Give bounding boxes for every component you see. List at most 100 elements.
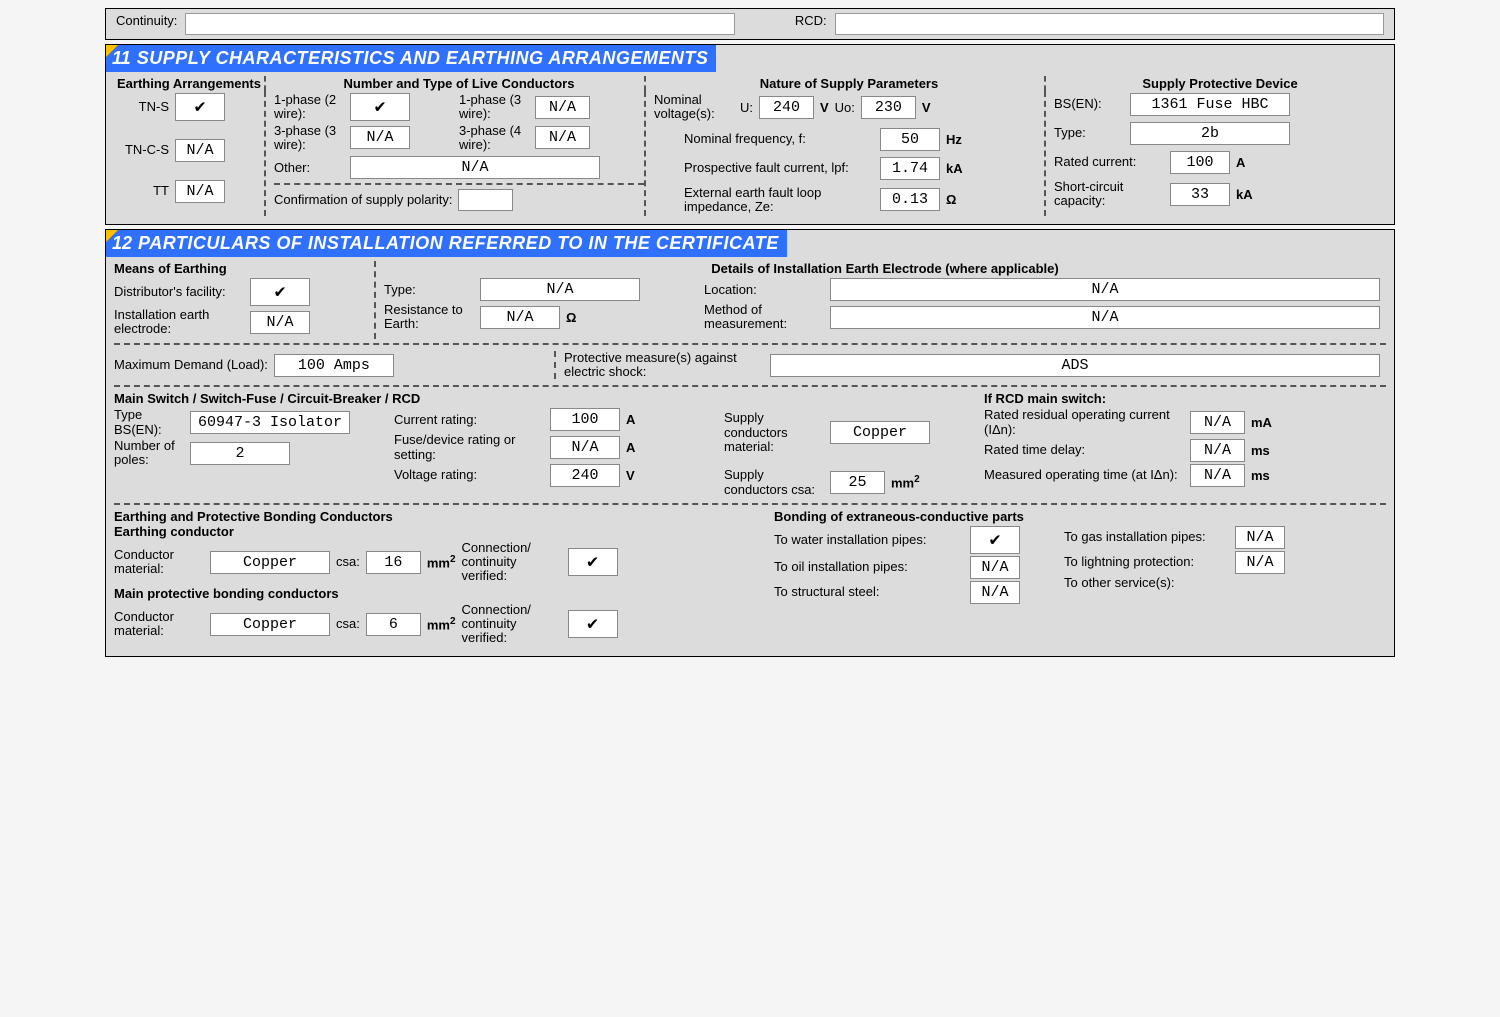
top-row: Continuity: RCD: [105, 8, 1395, 40]
continuity-field[interactable] [185, 13, 734, 35]
p3-4w-label: 3-phase (4 wire): [459, 124, 529, 153]
steel-field[interactable]: N/A [970, 581, 1020, 604]
pfc-field[interactable]: 1.74 [880, 157, 940, 180]
confirm-polarity-field[interactable] [458, 189, 513, 211]
mainswitch-header: Main Switch / Switch-Fuse / Circuit-Brea… [114, 391, 724, 406]
bsen-label: BS(EN): [1054, 97, 1124, 111]
tns-field[interactable] [175, 93, 225, 121]
rcd-header: If RCD main switch: [984, 391, 1386, 406]
lightning-field[interactable]: N/A [1235, 551, 1285, 574]
etype-field[interactable]: N/A [480, 278, 640, 301]
inst-label: Installation earth electrode: [114, 308, 244, 337]
oil-field[interactable]: N/A [970, 556, 1020, 579]
p1-2w-field[interactable] [350, 93, 410, 121]
earth-csa-label: csa: [336, 555, 360, 569]
dist-field[interactable] [250, 278, 310, 306]
earth-mat-field[interactable]: Copper [210, 551, 330, 574]
main-csa-label: csa: [336, 617, 360, 631]
main-prot-header: Main protective bonding conductors [114, 586, 774, 601]
etype-label: Type: [384, 283, 474, 297]
section-11-num: 11 [106, 45, 137, 72]
tncs-field[interactable]: N/A [175, 139, 225, 162]
fuse-unit: A [626, 440, 635, 455]
main-verified-field[interactable] [568, 610, 618, 638]
mstype-label: Type BS(EN): [114, 408, 184, 437]
tncs-label: TN-C-S [114, 143, 169, 157]
earth-mat-label: Conductor material: [114, 548, 204, 577]
tt-label: TT [114, 184, 169, 198]
residual-field[interactable]: N/A [1190, 411, 1245, 434]
res-field[interactable]: N/A [480, 306, 560, 329]
means-header: Means of Earthing [114, 261, 374, 276]
section-12-title: PARTICULARS OF INSTALLATION REFERRED TO … [138, 230, 787, 257]
voltage-label: Nominal voltage(s): [654, 93, 734, 122]
fuse-field[interactable]: N/A [550, 436, 620, 459]
bsen-field[interactable]: 1361 Fuse HBC [1130, 93, 1290, 116]
tt-field[interactable]: N/A [175, 180, 225, 203]
sc-label: Short-circuit capacity: [1054, 180, 1164, 209]
earth-verified-field[interactable] [568, 548, 618, 576]
protective-label: Protective measure(s) against electric s… [564, 351, 764, 380]
current-field[interactable]: 100 [550, 408, 620, 431]
type-label: Type: [1054, 126, 1124, 140]
gas-label: To gas installation pipes: [1064, 530, 1229, 544]
rated-label: Rated current: [1054, 155, 1164, 169]
rcd-field[interactable] [835, 13, 1384, 35]
loc-field[interactable]: N/A [830, 278, 1380, 301]
residual-label: Rated residual operating current (IΔn): [984, 408, 1184, 437]
res-label: Resistance to Earth: [384, 303, 474, 332]
other-field[interactable]: N/A [350, 156, 600, 179]
electrode-header: Details of Installation Earth Electrode … [384, 261, 1386, 276]
demand-field[interactable]: 100 Amps [274, 354, 394, 377]
ze-label: External earth fault loop impedance, Ze: [654, 186, 874, 215]
p1-3w-field[interactable]: N/A [535, 96, 590, 119]
poles-field[interactable]: 2 [190, 442, 290, 465]
method-field[interactable]: N/A [830, 306, 1380, 329]
main-mat-field[interactable]: Copper [210, 613, 330, 636]
u-field[interactable]: 240 [759, 96, 814, 119]
steel-label: To structural steel: [774, 585, 964, 599]
u-label: U: [740, 100, 753, 115]
earth-csa-field[interactable]: 16 [366, 551, 421, 574]
mstype-field[interactable]: 60947-3 Isolator [190, 411, 350, 434]
optime-field[interactable]: N/A [1190, 464, 1245, 487]
current-label: Current rating: [394, 413, 544, 427]
gas-field[interactable]: N/A [1235, 526, 1285, 549]
optime-unit: ms [1251, 468, 1270, 483]
pfc-unit: kA [946, 161, 963, 176]
mvoltage-unit: V [626, 468, 635, 483]
tns-label: TN-S [114, 100, 169, 114]
supply-mat-label: Supply conductors material: [724, 411, 824, 454]
supply-csa-field[interactable]: 25 [830, 471, 885, 494]
mvoltage-field[interactable]: 240 [550, 464, 620, 487]
sc-unit: kA [1236, 187, 1253, 202]
device-header: Supply Protective Device [1044, 76, 1386, 91]
section-12-num: 12 [106, 230, 138, 257]
section-11-title: SUPPLY CHARACTERISTICS AND EARTHING ARRA… [137, 45, 717, 72]
type-field[interactable]: 2b [1130, 122, 1290, 145]
supply-mat-field[interactable]: Copper [830, 421, 930, 444]
uo-field[interactable]: 230 [861, 96, 916, 119]
supply-csa-label: Supply conductors csa: [724, 468, 824, 497]
main-mat-label: Conductor material: [114, 610, 204, 639]
freq-field[interactable]: 50 [880, 128, 940, 151]
ze-field[interactable]: 0.13 [880, 188, 940, 211]
p1-2w-label: 1-phase (2 wire): [274, 93, 344, 122]
sc-field[interactable]: 33 [1170, 183, 1230, 206]
water-field[interactable] [970, 526, 1020, 554]
inst-field[interactable]: N/A [250, 311, 310, 334]
delay-field[interactable]: N/A [1190, 439, 1245, 462]
p3-4w-field[interactable]: N/A [535, 126, 590, 149]
other-srv-label: To other service(s): [1064, 576, 1229, 590]
delay-label: Rated time delay: [984, 443, 1184, 457]
freq-unit: Hz [946, 132, 962, 147]
section-11: 11SUPPLY CHARACTERISTICS AND EARTHING AR… [105, 44, 1395, 225]
main-csa-field[interactable]: 6 [366, 613, 421, 636]
method-label: Method of measurement: [704, 303, 824, 332]
p3-3w-field[interactable]: N/A [350, 126, 410, 149]
pfc-label: Prospective fault current, lpf: [654, 161, 874, 175]
residual-unit: mA [1251, 415, 1272, 430]
u-unit: V [820, 100, 829, 115]
rated-field[interactable]: 100 [1170, 151, 1230, 174]
protective-field[interactable]: ADS [770, 354, 1380, 377]
